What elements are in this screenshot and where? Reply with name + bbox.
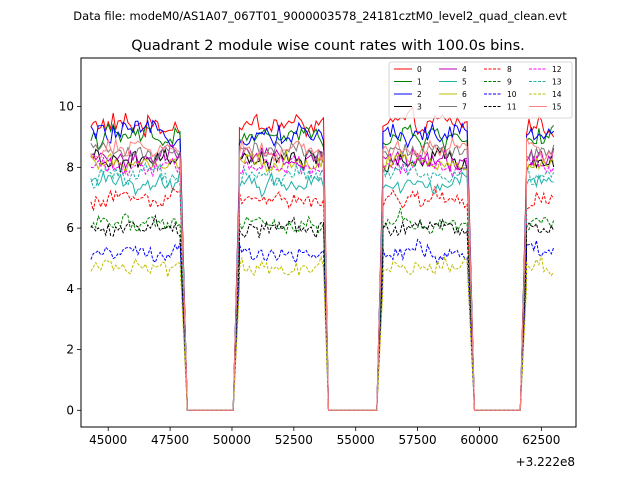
legend-label-9: 9: [507, 78, 512, 87]
series-line-10: [90, 238, 555, 411]
y-tick-label: 10: [59, 100, 74, 114]
legend-label-14: 14: [552, 90, 562, 99]
x-tick-label: 45000: [89, 433, 127, 447]
chart-suptitle: Data file: modeM0/AS1A07_067T01_90000035…: [73, 9, 567, 23]
legend-label-3: 3: [417, 103, 422, 112]
y-tick-label: 0: [66, 403, 74, 417]
series-line-7: [90, 140, 555, 411]
y-tick-label: 2: [66, 343, 74, 357]
legend-label-0: 0: [417, 65, 422, 74]
legend-label-5: 5: [462, 78, 467, 87]
legend-label-4: 4: [462, 65, 467, 74]
legend-label-2: 2: [417, 90, 422, 99]
chart-title: Quadrant 2 module wise count rates with …: [131, 38, 525, 54]
x-tick-label: 47500: [151, 433, 189, 447]
x-offset-label: +3.222e8: [516, 455, 575, 469]
legend-label-11: 11: [507, 103, 517, 112]
series-line-9: [90, 208, 555, 411]
legend-label-6: 6: [462, 90, 467, 99]
series-line-8: [90, 186, 555, 411]
legend-label-15: 15: [552, 103, 562, 112]
axes-frame: [80, 57, 577, 428]
legend-label-8: 8: [507, 65, 512, 74]
x-tick-label: 50000: [213, 433, 251, 447]
legend-label-7: 7: [462, 103, 467, 112]
x-axis: 45000 47500 50000 52500 55000 57500 60000 62500: [89, 427, 560, 447]
series-line-12: [90, 155, 555, 411]
x-tick-label: 55000: [337, 433, 375, 447]
series-line-0: [90, 106, 555, 411]
series-line-11: [90, 214, 555, 411]
legend-label-13: 13: [552, 78, 562, 87]
series-line-5: [90, 169, 554, 411]
x-tick-label: 57500: [399, 433, 437, 447]
legend-box: [388, 61, 573, 119]
y-tick-label: 6: [66, 221, 74, 235]
x-tick-label: 62500: [522, 433, 560, 447]
legend-label-10: 10: [507, 90, 517, 99]
plot-area: [90, 106, 555, 411]
series-line-15: [90, 136, 555, 411]
legend-label-1: 1: [417, 78, 422, 87]
y-tick-label: 4: [66, 282, 74, 296]
x-tick-label: 52500: [275, 433, 313, 447]
series-line-2: [90, 119, 555, 411]
x-tick-label: 60000: [460, 433, 498, 447]
y-tick-label: 8: [66, 160, 74, 174]
series-line-14: [90, 254, 555, 411]
legend-label-12: 12: [552, 65, 562, 74]
y-axis: 0 2 4 6 8 10: [59, 100, 81, 417]
